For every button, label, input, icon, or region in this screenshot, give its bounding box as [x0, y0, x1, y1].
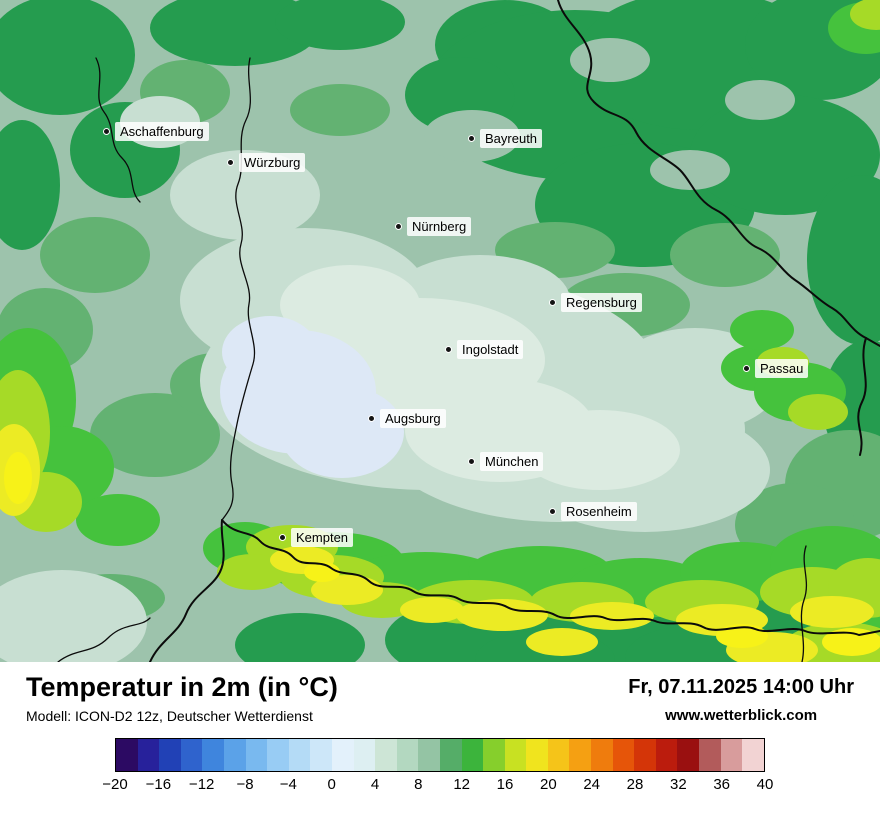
colorbar-segment	[526, 739, 548, 772]
colorbar-segment	[375, 739, 397, 772]
temperature-map-svg	[0, 0, 880, 662]
colorbar-segment	[137, 739, 160, 772]
temperature-map: Aschaffenburg Würzburg Bayreuth Nürnberg Reg…	[0, 0, 880, 662]
colorbar: −20 −16 −12 −8 −4 0 4 8 12 16 20 24 28 32 36 40	[102, 738, 773, 798]
model-info: Modell: ICON-D2 12z, Deutscher Wetterdie…	[26, 708, 313, 725]
colorbar-tick-label: 4	[370, 776, 380, 794]
footer-right-column: Fr, 07.11.2025 14:00 Uhr www.wetterblick…	[628, 672, 854, 724]
region-cold-pale-blue	[220, 316, 404, 478]
colorbar-segment	[418, 739, 440, 772]
colorbar-segment	[677, 739, 700, 772]
website-link: www.wetterblick.com	[665, 707, 818, 724]
colorbar-segment	[655, 739, 678, 772]
colorbar-segment	[612, 739, 635, 772]
colorbar-segment	[634, 739, 656, 772]
colorbar-tick-label: −16	[145, 776, 172, 794]
colorbar-segment	[267, 739, 289, 772]
austrian-border-line	[221, 519, 880, 636]
inn-border-line	[857, 337, 867, 456]
colorbar-tick-label: 40	[756, 776, 774, 794]
colorbar-tick-label: −4	[279, 776, 297, 794]
colorbar-segment	[288, 739, 311, 772]
page-title: Temperatur in 2m (in °C)	[26, 672, 338, 702]
colorbar-tick-label: −12	[188, 776, 215, 794]
colorbar-tick-label: 24	[583, 776, 600, 794]
tyrol-border-line	[149, 519, 225, 662]
colorbar-tick-labels: −20 −16 −12 −8 −4 0 4 8 12 16 20 24 28 32 36 40	[102, 776, 773, 798]
colorbar-segment	[245, 739, 268, 772]
southeast-border-line	[800, 545, 808, 662]
colorbar-segment	[547, 739, 570, 772]
colorbar-segment	[310, 739, 332, 772]
colorbar-segment	[353, 739, 376, 772]
colorbar-gradient	[115, 738, 765, 773]
colorbar-segment	[116, 739, 138, 772]
country-borders	[57, 0, 880, 662]
colorbar-tick-label: 20	[539, 776, 557, 794]
colorbar-segment	[331, 739, 354, 772]
map-footer: Temperatur in 2m (in °C) Modell: ICON-D2…	[0, 662, 880, 830]
colorbar-segment	[223, 739, 246, 772]
footer-left-column: Temperatur in 2m (in °C) Modell: ICON-D2…	[26, 672, 338, 724]
colorbar-segment	[202, 739, 224, 772]
colorbar-segment	[439, 739, 462, 772]
czech-border-line	[557, 0, 880, 347]
colorbar-segment	[159, 739, 181, 772]
colorbar-tick-label: 8	[414, 776, 423, 794]
colorbar-segment	[396, 739, 419, 772]
colorbar-tick-label: −20	[102, 776, 128, 794]
colorbar-tick-label: 16	[496, 776, 514, 794]
colorbar-tick-label: −8	[236, 776, 254, 794]
colorbar-tick-label: 0	[327, 776, 336, 794]
allgaeu-border-line	[57, 617, 151, 662]
colorbar-segment	[591, 739, 613, 772]
colorbar-segment	[720, 739, 743, 772]
colorbar-tick-label: 28	[626, 776, 644, 794]
region-yellow	[0, 424, 880, 662]
northwest-border-line	[95, 57, 141, 203]
colorbar-tick-label: 36	[713, 776, 730, 794]
forecast-datetime: Fr, 07.11.2025 14:00 Uhr	[628, 676, 854, 698]
colorbar-segment	[699, 739, 721, 772]
colorbar-tick-label: 12	[453, 776, 470, 794]
west-state-border-line	[221, 57, 256, 521]
colorbar-segment	[569, 739, 592, 772]
colorbar-segment	[461, 739, 484, 772]
colorbar-segment	[483, 739, 505, 772]
colorbar-segment	[180, 739, 203, 772]
colorbar-tick-label: 32	[669, 776, 687, 794]
colorbar-segment	[742, 739, 764, 772]
colorbar-segment	[504, 739, 527, 772]
